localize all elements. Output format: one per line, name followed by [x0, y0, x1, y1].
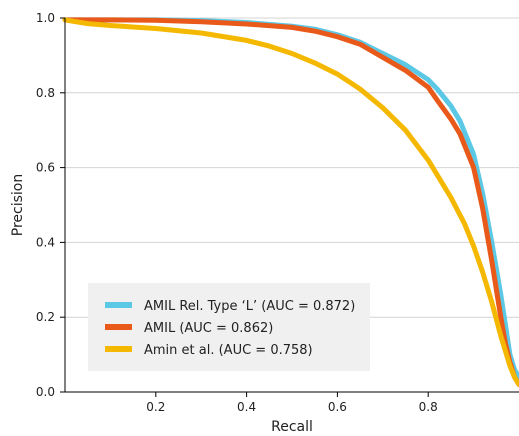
ticks: 0.2 0.4 0.6 0.8 0.0 0.2 0.4 0.6 0.8 1.0 — [36, 11, 438, 414]
legend-label-1: AMIL (AUC = 0.862) — [144, 321, 273, 336]
legend: AMIL Rel. Type ‘L’ (AUC = 0.872) AMIL (AU… — [88, 283, 370, 371]
series-line-2 — [62, 17, 519, 387]
x-tick-label-1: 0.4 — [237, 400, 256, 414]
series-line-1 — [62, 17, 519, 387]
y-tick-label-5: 1.0 — [36, 11, 55, 25]
x-axis-label: Recall — [271, 419, 313, 435]
y-tick-label-0: 0.0 — [36, 385, 55, 399]
legend-label-2: Amin et al. (AUC = 0.758) — [144, 343, 313, 358]
legend-background — [88, 283, 370, 371]
x-tick-label-0: 0.2 — [146, 400, 165, 414]
y-tick-label-3: 0.6 — [36, 161, 55, 175]
legend-label-0: AMIL Rel. Type ‘L’ (AUC = 0.872) — [144, 299, 355, 314]
y-tick-label-4: 0.8 — [36, 86, 55, 100]
grid — [65, 17, 519, 318]
x-tick-label-2: 0.6 — [328, 400, 347, 414]
axes — [64, 18, 519, 393]
legend-items: AMIL Rel. Type ‘L’ (AUC = 0.872) AMIL (AU… — [105, 299, 355, 358]
y-tick-label-2: 0.4 — [36, 235, 55, 249]
y-tick-label-1: 0.2 — [36, 310, 55, 324]
series-layer — [62, 17, 519, 387]
x-tick-label-3: 0.8 — [419, 400, 438, 414]
y-axis-label: Precision — [10, 174, 26, 236]
